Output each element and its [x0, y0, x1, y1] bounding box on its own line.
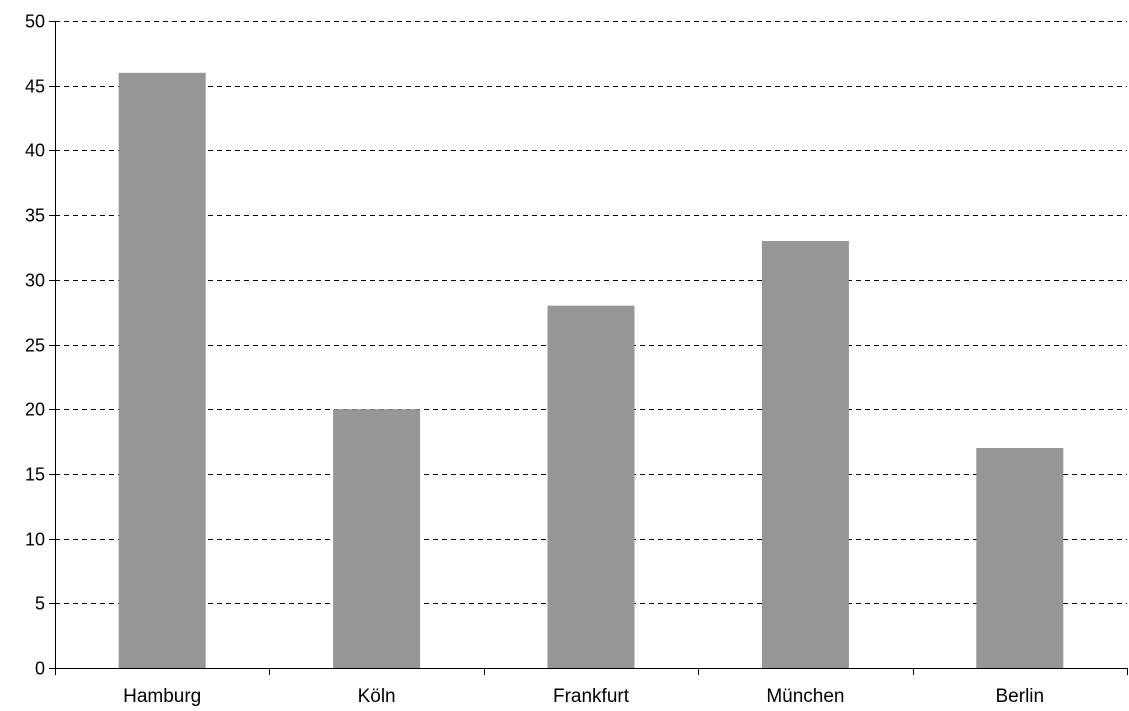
y-tick-label: 45 — [25, 77, 45, 97]
x-tick-label: Hamburg — [123, 686, 201, 707]
bars — [118, 72, 1064, 669]
x-tick-label: Frankfurt — [553, 686, 630, 707]
bar-köln — [333, 409, 421, 668]
y-tick-label: 5 — [35, 594, 45, 614]
x-tick-label: Köln — [358, 686, 396, 707]
y-tick-label: 30 — [25, 271, 45, 291]
y-tick-label: 20 — [25, 400, 45, 420]
bar-frankfurt — [547, 305, 635, 668]
x-tick-label: Berlin — [996, 686, 1045, 707]
y-tick-label: 35 — [25, 206, 45, 226]
y-tick-label: 40 — [25, 141, 45, 161]
axes — [49, 21, 1128, 675]
bar-hamburg — [118, 72, 206, 669]
y-tick-label: 50 — [25, 12, 45, 32]
bar-berlin — [976, 448, 1064, 668]
bar-münchen — [761, 241, 849, 668]
x-tick-label: München — [766, 686, 844, 707]
y-tick-label: 0 — [35, 659, 45, 679]
labels: 0 5 10 15 20 25 30 35 40 45 50 Hamburg Köln Frankfurt… — [25, 12, 1044, 708]
y-tick-label: 10 — [25, 530, 45, 550]
y-tick-label: 25 — [25, 336, 45, 356]
y-tick-label: 15 — [25, 465, 45, 485]
